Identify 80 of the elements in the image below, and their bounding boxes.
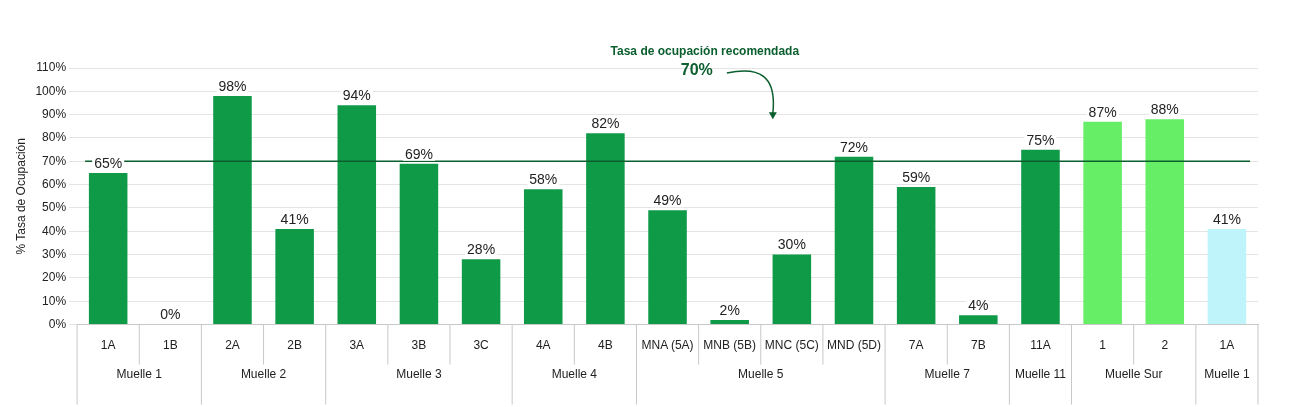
data-label: 65% (94, 154, 123, 171)
y-tick-label: 40% (42, 223, 67, 238)
bar (772, 254, 812, 325)
y-tick-label: 60% (42, 176, 67, 191)
bar (337, 105, 377, 325)
bar (399, 163, 439, 325)
data-label: 30% (777, 236, 806, 253)
x-tick-label: 1A (1219, 338, 1235, 353)
text: Muelle 1 (116, 366, 163, 381)
x-tick-label: 2A (225, 338, 240, 353)
y-tick-label: 20% (42, 270, 67, 285)
text: Muelle 2 (240, 366, 287, 381)
x-tick-label: 2 (1161, 338, 1169, 353)
bar (275, 228, 314, 325)
x-tick-label: MNB (5B) (703, 338, 757, 353)
bar (586, 133, 625, 325)
x-tick-label: MNA (5A) (641, 338, 694, 353)
y-tick-label: 100% (35, 83, 67, 98)
x-tick-label: 1A (100, 338, 116, 353)
data-label: 98% (218, 77, 247, 94)
x-tick-label: 2B (287, 338, 302, 353)
data-label: 49% (653, 192, 682, 209)
data-label: 4% (968, 297, 989, 314)
bar (1083, 121, 1122, 325)
x-tick-label: 3A (349, 338, 365, 353)
x-tick-label: 1B (162, 338, 178, 353)
data-label: 41% (1212, 210, 1241, 227)
x-tick-label: 7B (970, 338, 986, 353)
bar (896, 186, 936, 325)
data-label: 72% (839, 138, 869, 155)
bar (523, 189, 563, 325)
data-label: 58% (529, 171, 558, 188)
x-tick-label: MNC (5C) (764, 338, 819, 353)
data-label: 59% (902, 168, 931, 185)
data-label: 82% (591, 115, 620, 132)
x-tick-label: 4B (598, 338, 613, 353)
text: Muelle 4 (551, 366, 598, 381)
y-tick-label: 0% (48, 316, 67, 331)
data-label: 0% (160, 306, 181, 323)
y-tick-label: 70% (42, 153, 67, 168)
bar (834, 156, 874, 325)
x-tick-label: 3B (411, 338, 427, 353)
bar (1021, 149, 1060, 325)
bar (461, 259, 501, 325)
x-tick-label: 7A (908, 338, 924, 353)
text: Muelle 3 (396, 366, 442, 381)
bar (213, 95, 252, 325)
text: Muelle 1 (1204, 366, 1250, 381)
x-tick-label: 11A (1030, 338, 1051, 353)
annotation: 70% (680, 61, 713, 79)
bar (959, 315, 998, 325)
ref-line-label: Tasa de ocupación recomendada (610, 44, 800, 59)
y-tick-label: 110% (36, 60, 67, 75)
data-label: 28% (467, 241, 496, 258)
bar (88, 172, 128, 325)
y-tick-label: 90% (42, 106, 67, 121)
bar (710, 319, 749, 325)
x-tick-label: 3C (473, 338, 490, 353)
data-label: 69% (404, 145, 433, 162)
data-label: 88% (1150, 101, 1179, 118)
data-label: 94% (342, 87, 371, 104)
x-tick-label: 1 (1099, 338, 1107, 353)
y-axis-title: % Tasa de Ocupación (13, 138, 28, 255)
bar (1145, 119, 1185, 325)
y-tick-label: 30% (42, 246, 67, 261)
data-label: 75% (1026, 131, 1055, 148)
y-tick-label: 50% (42, 200, 67, 215)
data-label: 2% (719, 301, 740, 318)
bar (648, 210, 687, 325)
text: Muelle Sur (1105, 366, 1163, 381)
data-label: 41% (280, 210, 309, 227)
y-tick-label: 80% (42, 130, 67, 145)
x-tick-label: 4A (535, 338, 551, 353)
text: Muelle 11 (1014, 366, 1067, 381)
y-tick-label: 10% (42, 293, 67, 308)
text: Muelle 7 (924, 366, 971, 381)
x-tick-label: MND (5D) (827, 338, 881, 353)
bar (1207, 228, 1247, 325)
text: Muelle 5 (738, 366, 784, 381)
data-label: 87% (1088, 103, 1117, 120)
